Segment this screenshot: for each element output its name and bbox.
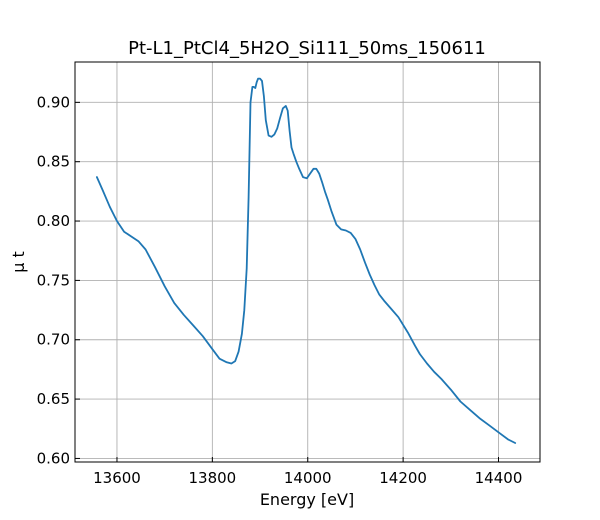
y-tick-label: 0.65 <box>37 390 70 408</box>
y-tick-label: 0.75 <box>37 271 70 289</box>
x-axis-label: Energy [eV] <box>260 490 354 509</box>
y-tick-label: 0.70 <box>37 331 70 349</box>
grid <box>75 62 540 462</box>
ticks: 13600 13800 14000 14200 14400 0.60 0.65 0.70 0.7… <box>37 93 523 487</box>
chart-title: Pt-L1_PtCl4_5H2O_Si111_50ms_150611 <box>128 38 486 59</box>
y-tick-label: 0.90 <box>37 93 70 111</box>
x-tick-label: 14200 <box>379 469 427 487</box>
x-tick-label: 13600 <box>93 469 141 487</box>
y-tick-label: 0.60 <box>37 449 70 467</box>
x-tick-label: 13800 <box>188 469 236 487</box>
y-axis-label: μ t <box>9 251 28 273</box>
x-tick-label: 14000 <box>284 469 332 487</box>
series-line <box>96 77 517 444</box>
y-tick-label: 0.80 <box>37 212 70 230</box>
x-tick-label: 14400 <box>475 469 523 487</box>
y-tick-label: 0.85 <box>37 153 70 171</box>
